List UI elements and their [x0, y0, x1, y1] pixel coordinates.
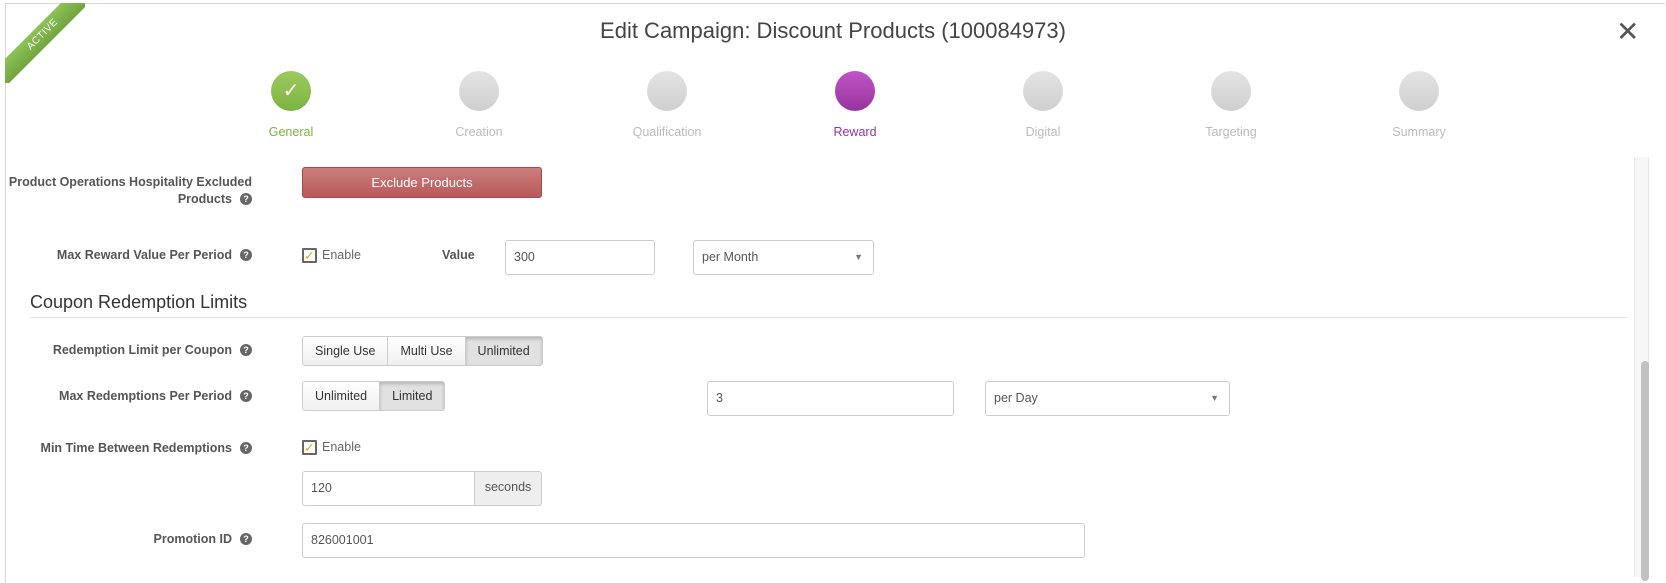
step-creation[interactable]: Creation	[419, 71, 539, 139]
help-icon[interactable]: ?	[240, 533, 252, 545]
step-label: Qualification	[632, 125, 702, 139]
step-circle	[459, 71, 499, 111]
help-icon[interactable]: ?	[240, 193, 252, 205]
single-use-option[interactable]: Single Use	[303, 337, 389, 365]
step-circle	[1211, 71, 1251, 111]
step-label: Creation	[455, 125, 503, 139]
max-redemptions-value-input[interactable]: 3	[707, 381, 954, 416]
step-qualification[interactable]: Qualification	[607, 71, 727, 139]
min-time-enable-checkbox[interactable]: ✓	[302, 440, 317, 455]
max-reward-period-select[interactable]: per Month ▼	[693, 240, 874, 275]
limited-option[interactable]: Limited	[380, 382, 445, 410]
step-circle	[1023, 71, 1063, 111]
enable-label: Enable	[322, 248, 361, 262]
check-icon: ✓	[271, 71, 311, 111]
redemption-limit-label: Redemption Limit per Coupon?	[53, 342, 252, 359]
close-icon[interactable]: ✕	[1616, 16, 1640, 47]
enable-label: Enable	[322, 440, 361, 454]
step-circle	[1399, 71, 1439, 111]
step-reward[interactable]: Reward	[795, 71, 915, 139]
help-icon[interactable]: ?	[240, 344, 252, 356]
select-value: per Day	[994, 391, 1038, 405]
step-label: General	[268, 125, 314, 139]
min-time-label: Min Time Between Redemptions?	[41, 440, 252, 457]
help-icon[interactable]: ?	[240, 390, 252, 402]
promotion-id-input[interactable]: 826001001	[302, 523, 1085, 558]
scrollbar-thumb[interactable]	[1641, 361, 1649, 581]
excluded-products-label: Product Operations Hospitality Excluded P…	[8, 175, 252, 206]
redemption-limit-toggle: Single Use Multi Use Unlimited	[302, 336, 543, 366]
divider	[30, 317, 1627, 318]
max-reward-label: Max Reward Value Per Period?	[57, 247, 252, 264]
step-circle	[835, 71, 875, 111]
help-icon[interactable]: ?	[240, 249, 252, 261]
dropdown-arrow-icon: ▼	[854, 252, 863, 262]
max-redemptions-toggle: Unlimited Limited	[302, 381, 446, 411]
max-redemptions-label: Max Redemptions Per Period?	[59, 388, 252, 405]
step-label: Digital	[1025, 125, 1061, 139]
step-general[interactable]: ✓ General	[231, 71, 351, 139]
step-circle	[647, 71, 687, 111]
seconds-addon: seconds	[474, 471, 542, 506]
step-label: Summary	[1392, 125, 1446, 139]
value-label: Value	[442, 248, 475, 262]
help-icon[interactable]: ?	[240, 442, 252, 454]
step-digital[interactable]: Digital	[983, 71, 1103, 139]
multi-use-option[interactable]: Multi Use	[388, 337, 466, 365]
max-reward-value-input[interactable]: 300	[505, 240, 655, 275]
max-redemptions-period-select[interactable]: per Day ▼	[985, 381, 1230, 416]
select-value: per Month	[702, 250, 759, 264]
step-summary[interactable]: Summary	[1359, 71, 1479, 139]
dropdown-arrow-icon: ▼	[1210, 393, 1219, 403]
page-title: Edit Campaign: Discount Products (100084…	[600, 18, 1066, 43]
modal-frame	[5, 3, 1665, 583]
exclude-products-button[interactable]: Exclude Products	[302, 167, 542, 198]
max-reward-enable-checkbox[interactable]: ✓	[302, 248, 317, 263]
step-targeting[interactable]: Targeting	[1171, 71, 1291, 139]
step-label: Targeting	[1205, 125, 1257, 139]
promotion-id-label: Promotion ID?	[154, 531, 252, 548]
min-time-seconds-input[interactable]: 120	[302, 471, 476, 506]
unlimited-option[interactable]: Unlimited	[303, 382, 381, 410]
unlimited-option[interactable]: Unlimited	[465, 337, 542, 365]
section-title: Coupon Redemption Limits	[30, 292, 248, 312]
step-label: Reward	[833, 125, 877, 139]
